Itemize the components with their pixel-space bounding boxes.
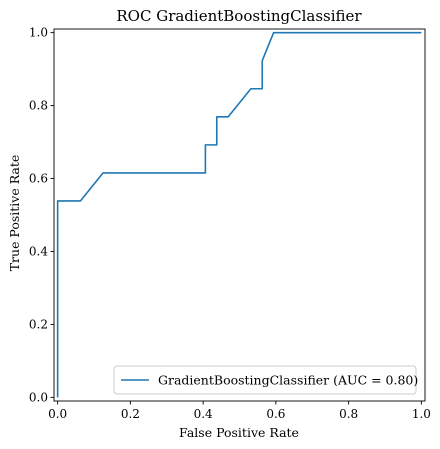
x-axis-label: False Positive Rate [179, 425, 299, 440]
chart-title: ROC GradientBoostingClassifier [116, 7, 362, 25]
y-tick-label: 1.0 [29, 26, 48, 40]
legend-box [113, 365, 417, 395]
x-tick-label: 0.6 [266, 407, 285, 421]
legend-label: GradientBoostingClassifier (AUC = 0.80) [158, 373, 418, 388]
x-tick-label: 0.2 [121, 407, 140, 421]
y-tick-label: 0.6 [29, 172, 48, 186]
y-tick-label: 0.8 [29, 99, 48, 113]
x-tick-label: 0.8 [339, 407, 358, 421]
y-axis-label: True Positive Rate [7, 155, 22, 272]
y-tick-label: 0.4 [29, 244, 48, 258]
roc-curve-line [56, 31, 422, 398]
x-tick-label: 1.0 [412, 407, 431, 421]
x-tick-label: 0.0 [48, 407, 67, 421]
y-tick-label: 0.2 [29, 317, 48, 331]
y-tick-label: 0.0 [29, 390, 48, 404]
x-tick-label: 0.4 [194, 407, 213, 421]
plot-frame [53, 28, 426, 402]
